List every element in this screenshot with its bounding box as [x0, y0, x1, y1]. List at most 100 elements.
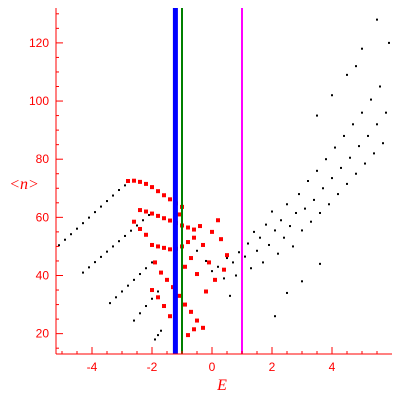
- data-point-s0-91: [370, 98, 372, 101]
- data-point-s1-1: [132, 178, 136, 183]
- data-point-s1-7: [168, 197, 172, 202]
- data-point-s1-58: [177, 212, 181, 217]
- data-point-s1-35: [177, 293, 181, 298]
- data-point-s1-10: [138, 208, 142, 213]
- data-point-s1-19: [192, 227, 196, 232]
- data-point-s1-25: [168, 247, 172, 252]
- data-point-s1-43: [168, 314, 172, 319]
- data-point-s0-18: [118, 240, 120, 243]
- vertical-lines-layer: [172, 8, 243, 354]
- data-point-s0-99: [376, 18, 378, 21]
- data-point-s1-41: [156, 295, 160, 300]
- data-point-s0-61: [280, 219, 282, 222]
- data-point-s0-15: [100, 255, 102, 258]
- data-point-s0-11: [124, 184, 126, 187]
- data-point-s0-95: [382, 142, 384, 145]
- data-point-s1-50: [219, 237, 223, 242]
- data-point-s0-107: [286, 291, 288, 294]
- data-point-s0-65: [292, 245, 294, 248]
- data-point-s0-92: [373, 152, 375, 155]
- data-point-s0-27: [127, 284, 129, 287]
- y-tick-label-20: 20: [36, 327, 50, 341]
- data-point-s0-39: [160, 329, 162, 332]
- data-point-s0-108: [301, 280, 303, 283]
- data-point-s0-38: [157, 334, 159, 337]
- data-point-s0-3: [76, 227, 78, 230]
- data-point-s1-30: [144, 232, 148, 237]
- data-point-s0-64: [289, 225, 291, 228]
- data-point-s1-20: [132, 219, 136, 224]
- data-point-s0-98: [361, 47, 363, 50]
- y-axis-title: <n>: [9, 176, 39, 193]
- data-point-s0-50: [247, 242, 249, 245]
- data-point-s0-55: [262, 261, 264, 264]
- data-point-s1-38: [195, 318, 199, 323]
- data-point-s1-2: [138, 179, 142, 184]
- data-point-s1-52: [186, 333, 190, 338]
- data-point-s0-28: [133, 278, 135, 281]
- data-point-s0-58: [271, 210, 273, 213]
- data-point-s0-4: [82, 222, 84, 225]
- data-point-s0-56: [265, 223, 267, 226]
- y-tick-label-120: 120: [29, 36, 49, 50]
- data-point-s0-68: [301, 229, 303, 232]
- data-point-s1-39: [201, 325, 205, 330]
- data-point-s0-47: [235, 274, 237, 277]
- data-point-s1-53: [192, 327, 196, 332]
- data-point-s0-48: [238, 251, 240, 254]
- data-point-s1-42: [162, 304, 166, 309]
- x-tick-label--2: -2: [147, 360, 158, 374]
- data-point-s0-2: [70, 233, 72, 236]
- data-point-s0-31: [151, 261, 153, 264]
- data-point-s1-56: [198, 224, 202, 229]
- data-point-s1-49: [213, 277, 217, 282]
- data-point-s0-36: [157, 290, 159, 293]
- data-point-s0-101: [331, 94, 333, 97]
- data-point-s0-45: [226, 257, 228, 260]
- data-point-s0-79: [334, 146, 336, 149]
- data-point-s1-14: [162, 216, 166, 221]
- data-point-s1-5: [156, 189, 160, 194]
- data-point-s1-24: [162, 245, 166, 250]
- data-point-s1-59: [204, 289, 208, 294]
- data-point-s1-36: [183, 302, 187, 307]
- data-point-s0-43: [217, 265, 219, 268]
- data-point-s0-83: [346, 182, 348, 185]
- data-point-s0-32: [133, 319, 135, 322]
- data-point-s0-59: [274, 229, 276, 232]
- data-point-s0-21: [136, 224, 138, 227]
- x-tick-label-2: 2: [269, 360, 276, 374]
- data-point-s1-15: [168, 218, 172, 223]
- data-point-s1-47: [201, 242, 205, 247]
- data-point-s1-4: [150, 185, 154, 190]
- data-point-s0-37: [154, 338, 156, 341]
- data-point-s0-19: [124, 234, 126, 237]
- data-point-s0-97: [346, 73, 348, 76]
- data-point-s1-29: [192, 235, 196, 240]
- data-point-s0-6: [94, 211, 96, 214]
- x-tick-label-4: 4: [329, 360, 336, 374]
- data-point-s1-46: [195, 272, 199, 277]
- data-point-s1-12: [150, 211, 154, 216]
- data-point-s0-69: [304, 207, 306, 210]
- data-point-s0-71: [310, 220, 312, 223]
- data-point-s0-0: [58, 244, 60, 247]
- data-point-s1-32: [159, 270, 163, 275]
- data-point-s1-51: [225, 253, 229, 258]
- data-point-s1-44: [183, 264, 187, 269]
- data-point-s0-62: [283, 236, 285, 239]
- data-point-s0-88: [361, 111, 363, 114]
- y-tick-label-40: 40: [36, 268, 50, 282]
- data-point-s0-9: [112, 194, 114, 197]
- data-point-s1-3: [144, 181, 148, 186]
- data-point-s1-28: [186, 240, 190, 245]
- data-point-s1-13: [156, 213, 160, 218]
- data-point-s1-18: [186, 225, 190, 230]
- y-tick-label-80: 80: [36, 152, 50, 166]
- data-point-s0-22: [142, 219, 144, 222]
- data-point-s0-40: [196, 249, 198, 252]
- data-point-s0-7: [100, 205, 102, 208]
- y-tick-label-100: 100: [29, 94, 49, 108]
- data-point-s0-85: [352, 123, 354, 126]
